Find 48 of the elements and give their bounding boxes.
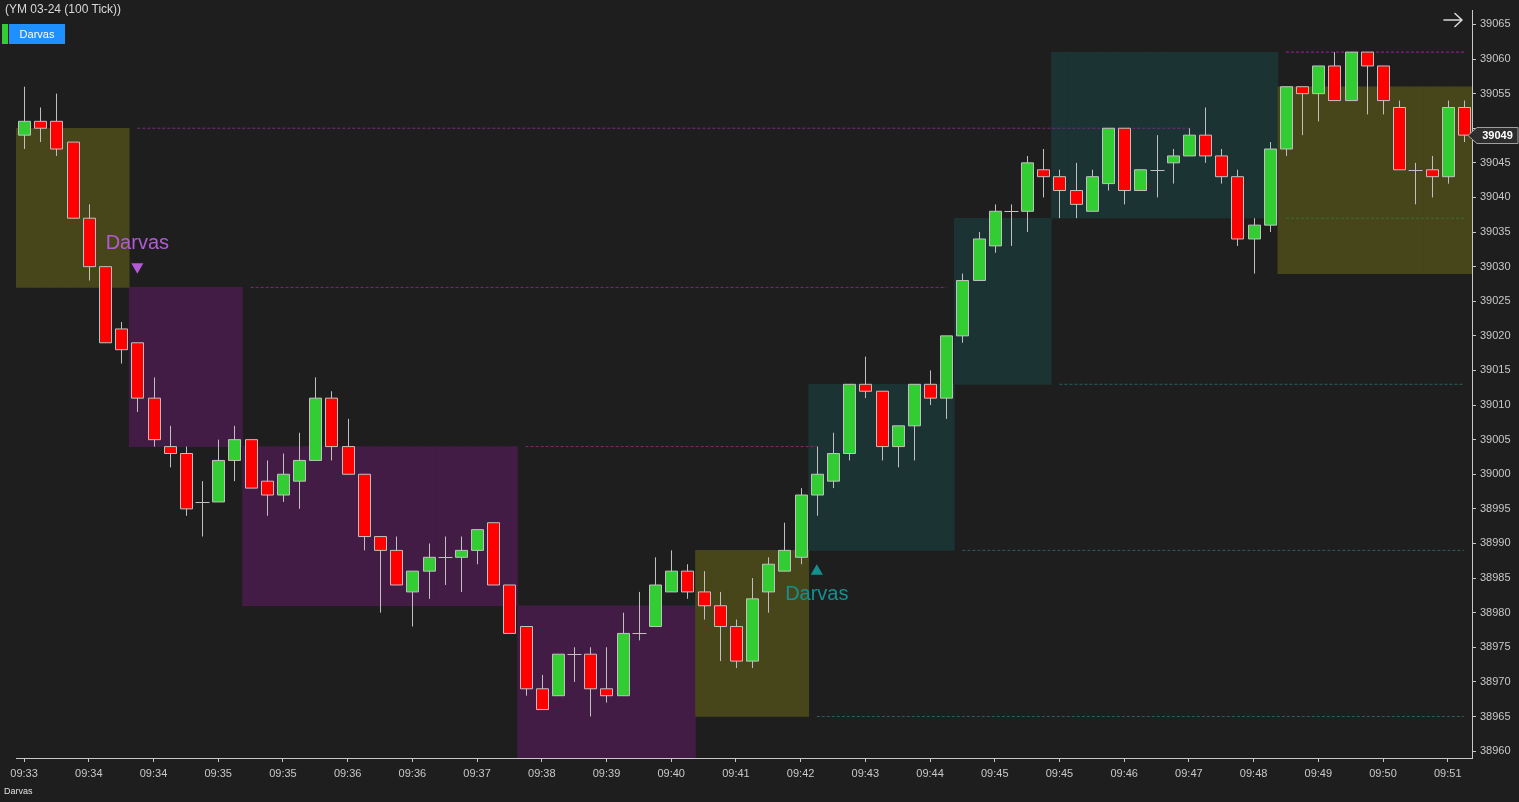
y-tick-label: 39040	[1480, 190, 1511, 203]
x-tick-label: 09:47	[1175, 766, 1203, 779]
text: 39049	[1482, 128, 1513, 141]
y-tick-label: 39010	[1480, 398, 1511, 411]
x-tick-label: 09:37	[463, 766, 491, 779]
x-tick-label: 09:34	[75, 766, 103, 779]
x-tick-label: 09:45	[980, 766, 1009, 779]
x-tick-label: 09:49	[1304, 766, 1333, 779]
y-tick-label: 38985	[1480, 571, 1511, 584]
y-tick-label: 39020	[1480, 328, 1511, 341]
x-tick-label: 09:36	[398, 766, 427, 779]
y-tick-label: 38970	[1480, 674, 1511, 687]
x-tick-label: 09:46	[1110, 766, 1138, 779]
x-tick-label: 09:40	[657, 766, 685, 779]
x-tick-label: 09:50	[1369, 766, 1397, 779]
chart-title: (YM 03-24 (100 Tick))	[5, 2, 122, 17]
x-tick-label: 09:39	[592, 766, 621, 779]
y-tick-label: 39030	[1480, 259, 1511, 272]
x-tick-label: 09:48	[1239, 766, 1268, 779]
y-tick-label: 38995	[1480, 501, 1511, 514]
x-tick-label: 09:34	[139, 766, 168, 779]
y-tick-label: 39045	[1480, 155, 1511, 168]
y-tick-label: 38965	[1480, 709, 1511, 722]
y-tick-label: 39060	[1480, 52, 1511, 65]
indicator-button: Darvas	[9, 24, 65, 44]
y-tick-label: 38960	[1480, 744, 1511, 757]
y-tick-label: 39055	[1480, 86, 1511, 99]
y-tick-label: 39015	[1480, 363, 1511, 376]
x-tick-label: 09:44	[916, 766, 944, 779]
x-tick-label: 09:42	[786, 766, 815, 779]
y-tick-label: 38980	[1480, 605, 1511, 618]
y-tick-label: 38975	[1480, 640, 1511, 653]
y-tick-label: 39025	[1480, 294, 1511, 307]
x-tick-label: 09:35	[204, 766, 232, 779]
x-tick-label: 09:33	[10, 766, 38, 779]
x-tick-label: 09:51	[1433, 766, 1462, 779]
y-tick-label: 39035	[1480, 225, 1511, 238]
x-tick-label: 09:36	[333, 766, 362, 779]
x-tick-label: 09:43	[851, 766, 880, 779]
y-tick-label: 39005	[1480, 432, 1511, 445]
y-tick-label: 39000	[1480, 467, 1511, 480]
x-tick-label: 09:38	[528, 766, 556, 779]
x-tick-label: 09:41	[722, 766, 750, 779]
y-tick-label: 38990	[1480, 536, 1511, 549]
x-tick-label: 09:35	[269, 766, 297, 779]
x-tick-label: 09:45	[1045, 766, 1074, 779]
y-tick-label: 39065	[1480, 17, 1511, 30]
text: Darvas	[4, 786, 33, 797]
